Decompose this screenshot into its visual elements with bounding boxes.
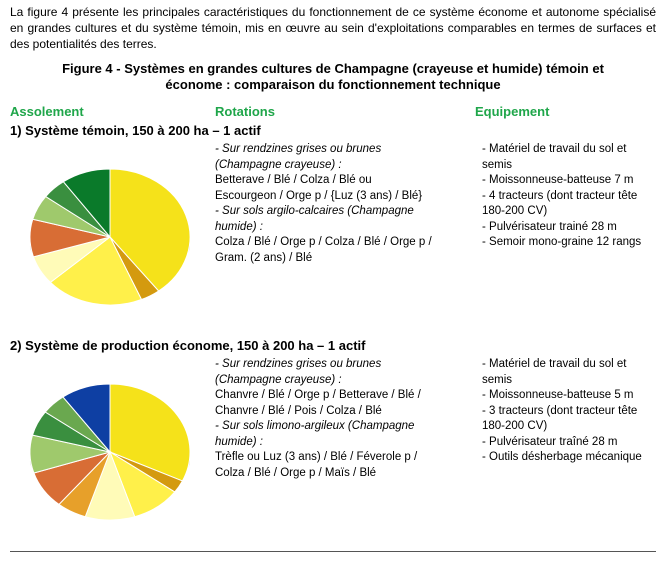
figure-title-line1: Figure 4 - Systèmes en grandes cultures …	[62, 61, 604, 76]
rot1-line-0: - Sur rendzines grises ou brunes	[215, 142, 470, 158]
rot1-line-7: Gram. (2 ans) / Blé	[215, 251, 470, 267]
rot1-line-1: (Champagne crayeuse) :	[215, 158, 470, 174]
system1-rotations: - Sur rendzines grises ou brunes(Champag…	[215, 142, 482, 266]
bottom-rule	[10, 551, 656, 552]
eq1-line-0: - Matériel de travail du sol et semis	[482, 142, 656, 173]
figure-title-line2: économe : comparaison du fonctionnement …	[165, 77, 500, 92]
system1-pie-svg	[10, 142, 215, 332]
column-headers: Assolement Rotations Equipement	[10, 104, 656, 119]
col-header-equipement: Equipement	[475, 104, 656, 119]
system2-equipement: - Matériel de travail du sol et semis- M…	[482, 357, 656, 466]
eq1-line-4: - Pulvérisateur trainé 28 m	[482, 220, 656, 236]
eq2-line-4: - Pulvérisateur traîné 28 m	[482, 435, 656, 451]
rot1-line-6: Colza / Blé / Orge p / Colza / Blé / Org…	[215, 235, 470, 251]
system2-pie-svg	[10, 357, 215, 547]
rot2-line-0: - Sur rendzines grises ou brunes	[215, 357, 470, 373]
eq2-line-0: - Matériel de travail du sol et semis	[482, 357, 656, 388]
eq1-line-2: - 4 tracteurs (dont tracteur tête	[482, 189, 656, 205]
rot2-line-5: humide) :	[215, 435, 470, 451]
intro-text: La figure 4 présente les principales car…	[10, 4, 656, 53]
rot2-line-7: Colza / Blé / Orge p / Maïs / Blé	[215, 466, 470, 482]
eq1-line-5: - Semoir mono-graine 12 rangs	[482, 235, 656, 251]
system1-equipement: - Matériel de travail du sol et semis- M…	[482, 142, 656, 251]
figure-title: Figure 4 - Systèmes en grandes cultures …	[10, 61, 656, 95]
eq1-line-3: 180-200 CV)	[482, 204, 656, 220]
rot1-line-2: Betterave / Blé / Colza / Blé ou	[215, 173, 470, 189]
eq2-line-3: 180-200 CV)	[482, 419, 656, 435]
eq2-line-1: - Moissonneuse-batteuse 5 m	[482, 388, 656, 404]
rot2-line-6: Trèfle ou Luz (3 ans) / Blé / Féverole p…	[215, 450, 470, 466]
rot1-line-3: Escourgeon / Orge p / {Luz (3 ans) / Blé…	[215, 189, 470, 205]
system1-row: Blé40%Orge h4%Colza20%Orge p7%Betterave9…	[10, 142, 656, 332]
rot2-line-1: (Champagne crayeuse) :	[215, 373, 470, 389]
col-header-assolement: Assolement	[10, 104, 215, 119]
rot2-line-2: Chanvre / Blé / Orge p / Betterave / Blé…	[215, 388, 470, 404]
rot2-line-4: - Sur sols limono-argileux (Champagne	[215, 419, 470, 435]
system2-row: Blé32%Orge h3%Colza10%Orge p10%Maïs6%Bet…	[10, 357, 656, 547]
col-header-rotations: Rotations	[215, 104, 475, 119]
rot1-line-5: humide) :	[215, 220, 470, 236]
system2-rotations: - Sur rendzines grises ou brunes(Champag…	[215, 357, 482, 481]
eq1-line-1: - Moissonneuse-batteuse 7 m	[482, 173, 656, 189]
system2-title: 2) Système de production économe, 150 à …	[10, 338, 656, 353]
eq2-line-5: - Outils désherbage mécanique	[482, 450, 656, 466]
eq2-line-2: - 3 tracteurs (dont tracteur tête	[482, 404, 656, 420]
system1-pie: Blé40%Orge h4%Colza20%Orge p7%Betterave9…	[10, 142, 215, 332]
rot1-line-4: - Sur sols argilo-calcaires (Champagne	[215, 204, 470, 220]
rot2-line-3: Chanvre / Blé / Pois / Colza / Blé	[215, 404, 470, 420]
system2-pie: Blé32%Orge h3%Colza10%Orge p10%Maïs6%Bet…	[10, 357, 215, 547]
system1-title: 1) Système témoin, 150 à 200 ha – 1 acti…	[10, 123, 656, 138]
